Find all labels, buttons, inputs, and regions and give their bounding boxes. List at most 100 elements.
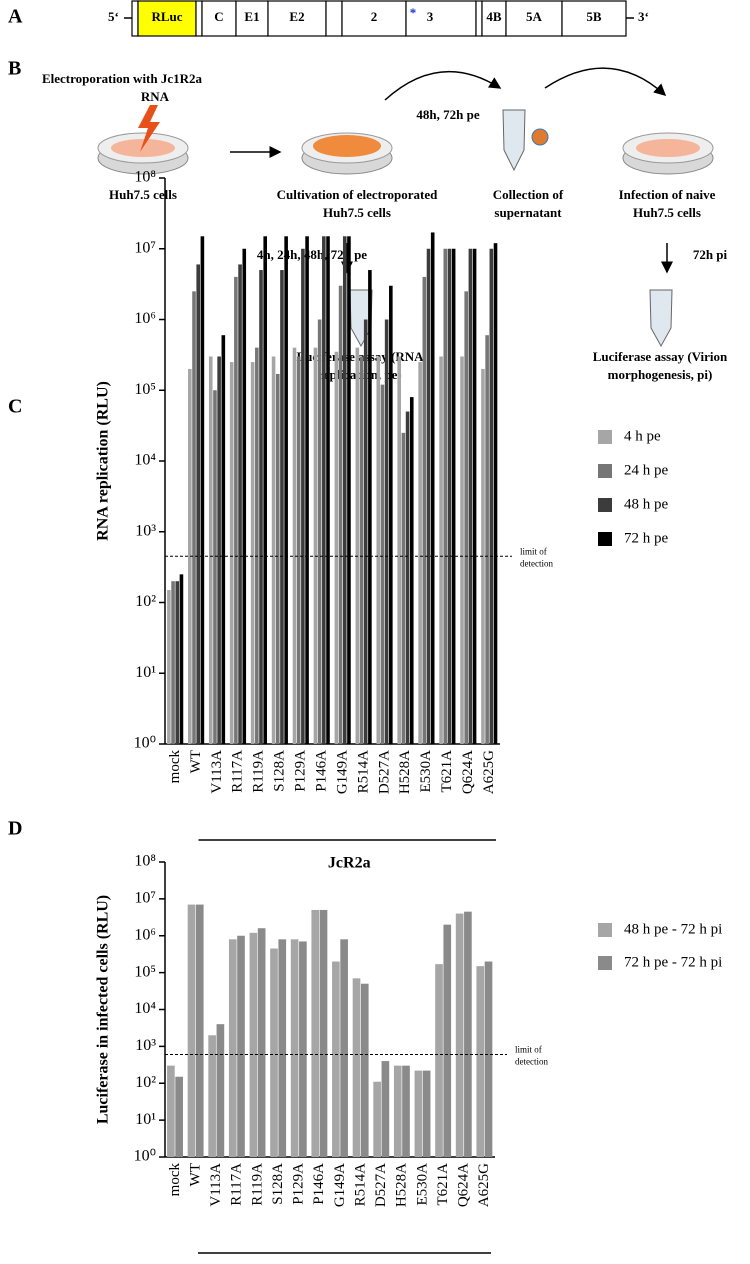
legend-label: 72 h pe [624, 530, 669, 546]
detection-label: detection [515, 1057, 548, 1067]
bar [360, 983, 369, 1157]
step-text: 4h, 24h, 48h, 72h pe [257, 247, 367, 262]
three-prime: 3‘ [638, 9, 649, 24]
bar [188, 368, 192, 744]
legend-swatch [598, 464, 612, 478]
bar [359, 356, 364, 744]
bar [208, 1035, 216, 1157]
bar [175, 1076, 183, 1157]
bar [426, 248, 431, 744]
bar [405, 411, 410, 744]
bar [409, 397, 414, 744]
y-tick-label: 10² [135, 593, 156, 610]
y-tick-label: 10¹ [135, 664, 156, 681]
bar [255, 347, 259, 744]
bar [464, 291, 468, 744]
x-tick-label: P146A [313, 750, 329, 792]
bar [451, 248, 456, 744]
bar [238, 264, 242, 744]
genome-box [505, 0, 563, 37]
bar [217, 356, 221, 744]
bar [380, 384, 385, 744]
step-text: Huh7.5 cells [323, 205, 391, 220]
bar [326, 236, 330, 744]
bar [221, 335, 226, 744]
step-text: supernatant [494, 205, 562, 220]
bar [472, 248, 477, 744]
x-tick-label: P129A [293, 750, 309, 792]
bar [384, 319, 389, 744]
genome-box [131, 0, 139, 37]
legend-label: 48 h pe - 72 h pi [624, 921, 722, 937]
x-tick-label: P146A [311, 1163, 327, 1205]
panel-label: B [8, 58, 21, 80]
step-text: Huh7.5 cells [633, 205, 701, 220]
bar [439, 356, 443, 744]
y-tick-label: 10⁴ [134, 452, 156, 469]
panel-label: D [8, 818, 22, 840]
step-text: Luciferase assay (Virion [593, 349, 728, 364]
bar [305, 236, 309, 744]
legend-label: 24 h pe [624, 462, 669, 478]
bar [263, 236, 267, 744]
bar [208, 356, 213, 744]
bar [259, 270, 263, 744]
x-tick-label: S128A [270, 1163, 286, 1205]
y-tick-label: 10³ [135, 522, 156, 539]
x-tick-label: R514A [352, 1163, 368, 1207]
bar [340, 939, 348, 1157]
bar [422, 1070, 431, 1157]
y-tick-label: 10² [135, 1074, 156, 1091]
step-text: Huh7.5 cells [109, 187, 177, 202]
bar [414, 1070, 423, 1157]
segment-label: 5A [526, 9, 543, 24]
arrow [384, 70, 502, 101]
bar [393, 1065, 402, 1157]
bar [381, 1061, 390, 1157]
x-tick-label: R117A [230, 750, 246, 793]
bar [389, 285, 393, 744]
x-tick-label: E530A [418, 750, 434, 793]
bar [192, 291, 196, 744]
mutation-marker: * [410, 5, 417, 20]
bar [175, 581, 180, 744]
x-tick-label: T621A [439, 750, 455, 793]
x-tick-label: V113A [209, 750, 225, 794]
x-tick-label: E530A [414, 1163, 430, 1206]
bar [443, 248, 448, 744]
bar [200, 236, 205, 744]
legend-label: 72 h pe - 72 h pi [624, 954, 722, 970]
step-text: 48h, 72h pe [416, 107, 479, 122]
x-tick-label: G149A [332, 1163, 348, 1207]
legend-label: 48 h pe [624, 496, 669, 512]
bar [250, 362, 255, 744]
bar [332, 961, 340, 1157]
bar [368, 270, 372, 744]
bar [313, 347, 318, 744]
genome-box [267, 0, 327, 37]
x-tick-label: G149A [334, 750, 350, 794]
x-tick-label: H528A [397, 750, 413, 794]
bar [237, 935, 245, 1157]
legend-swatch [598, 923, 612, 937]
bar [334, 351, 339, 744]
legend-swatch [598, 532, 612, 546]
bar [455, 913, 464, 1157]
bar [171, 581, 175, 744]
genome-box [325, 0, 343, 37]
bar [319, 909, 328, 1157]
segment-label: 4B [486, 9, 502, 24]
step-text: Infection of naive [619, 187, 716, 202]
y-axis-title: RNA replication (RLU) [95, 381, 112, 541]
x-tick-label: mock [167, 750, 183, 784]
bar [430, 232, 435, 744]
bar [234, 276, 238, 744]
bar [338, 285, 343, 744]
bar [275, 373, 280, 744]
x-tick-label: H528A [394, 1163, 410, 1207]
bar [443, 924, 452, 1157]
x-tick-label: Q624A [460, 750, 476, 794]
bar [493, 243, 498, 744]
legend-swatch [598, 430, 612, 444]
y-tick-label: 10⁰ [134, 1148, 156, 1165]
